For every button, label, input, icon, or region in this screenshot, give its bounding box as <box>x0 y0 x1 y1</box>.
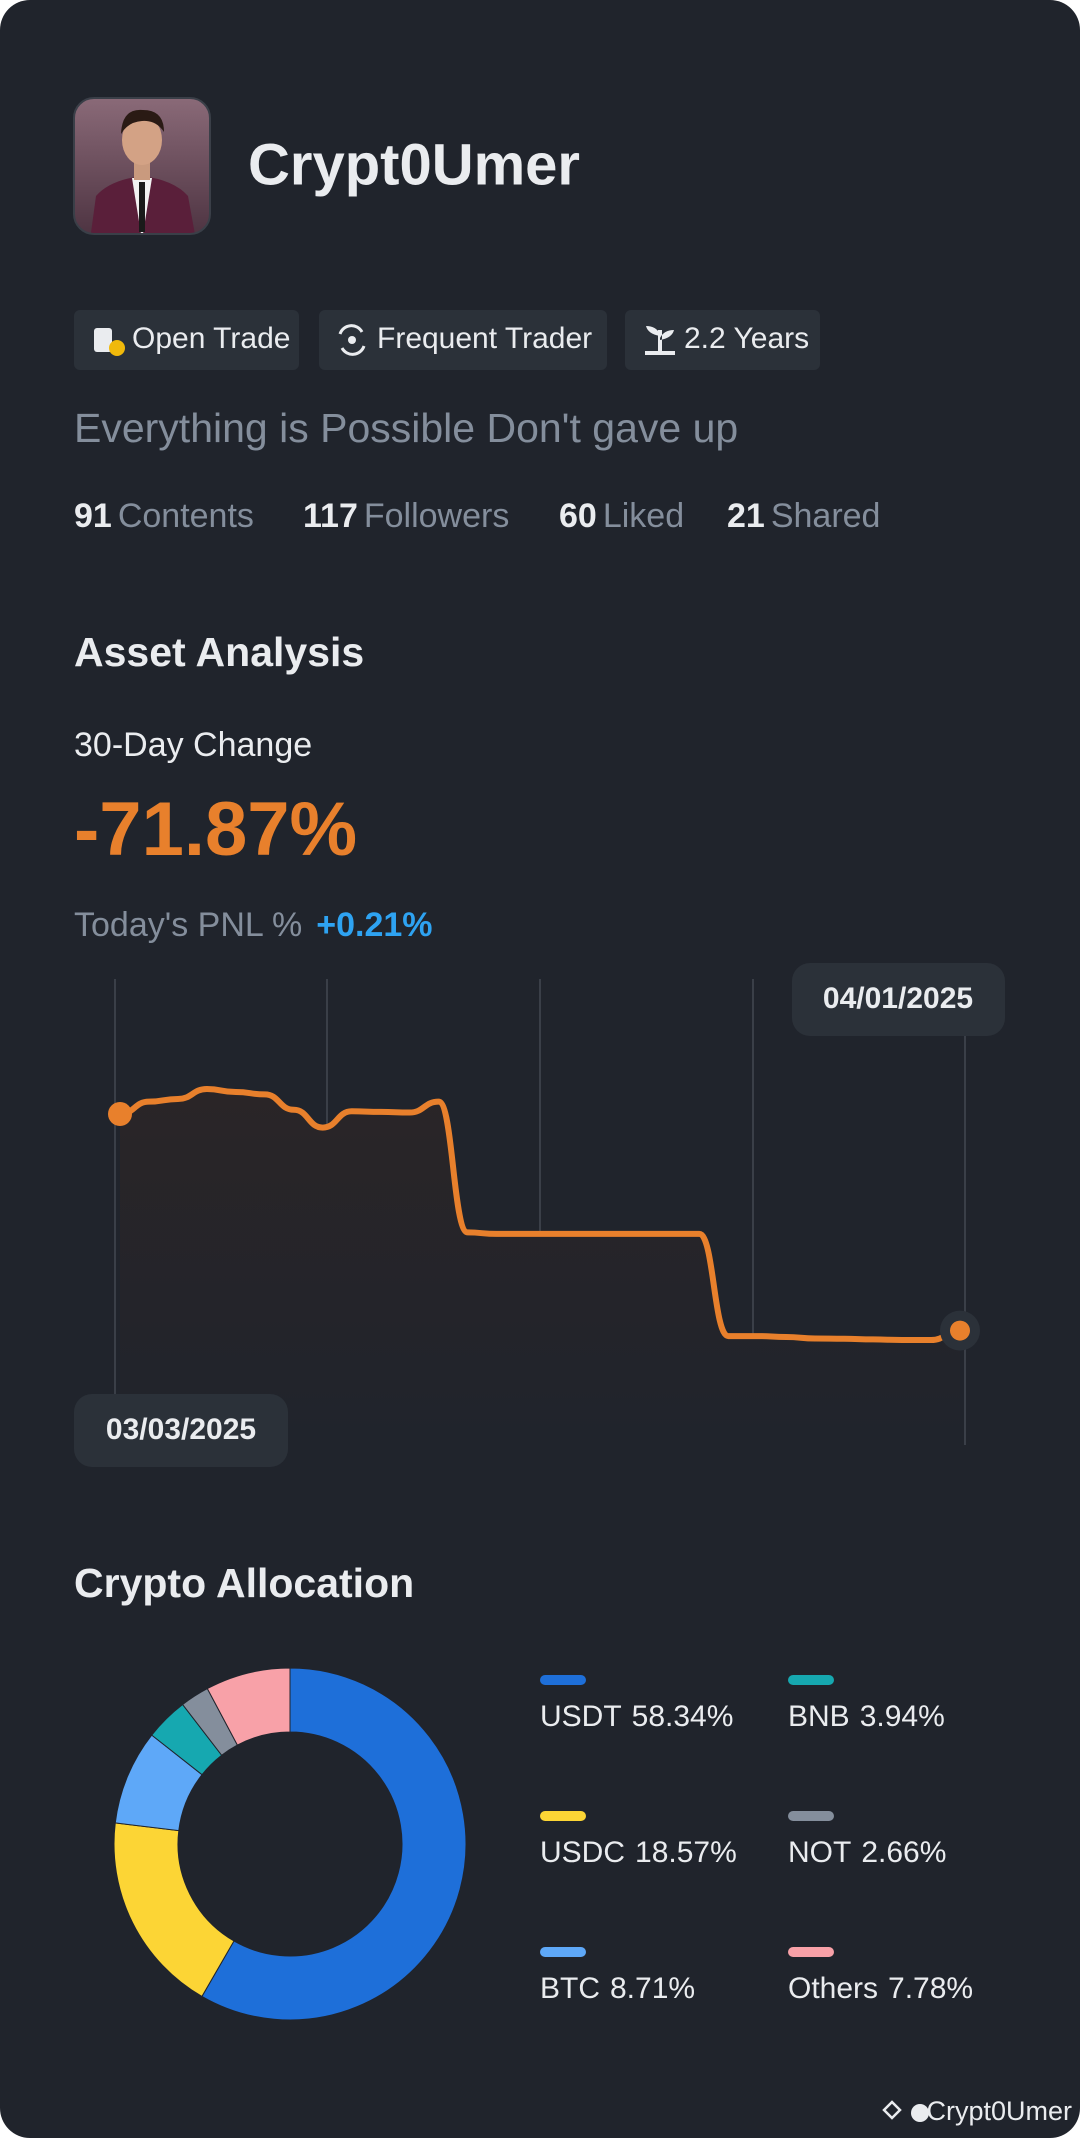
legend-entry: NOT 2.66% <box>788 1836 946 1869</box>
legend-name: NOT <box>788 1836 851 1869</box>
line-chart: 04/01/2025 03/03/2025 <box>74 963 1005 1467</box>
pnl-label: Today's PNL % <box>74 906 302 944</box>
tag-label: Open Trade <box>132 322 290 355</box>
watermark: Crypt0Umer <box>926 2096 1072 2126</box>
tag <box>319 310 607 370</box>
legend-swatch <box>788 1675 834 1685</box>
area <box>120 1089 960 1445</box>
legend-name: USDT <box>540 1700 622 1733</box>
legend-entry: BTC 8.71% <box>540 1972 695 2005</box>
donut-chart: USDT 58.34% USDC 18.57% BTC 8.71% BNB 3.94% NOT 2… <box>113 1667 973 2021</box>
avatar <box>74 98 210 234</box>
legend-value: 2.66% <box>861 1836 946 1869</box>
legend-swatch <box>540 1811 586 1821</box>
stat-label: Liked <box>603 497 684 535</box>
legend-value: 58.34% <box>632 1700 734 1733</box>
stat-label: Contents <box>118 497 254 535</box>
legend-value: 3.94% <box>860 1700 945 1733</box>
change-label: 30-Day Change <box>74 726 312 764</box>
legend-swatch <box>540 1675 586 1685</box>
end-point <box>950 1320 970 1341</box>
tag-label: 2.2 Years <box>684 322 809 355</box>
tag-icon <box>94 328 125 356</box>
start-date: 03/03/2025 <box>106 1413 256 1446</box>
legend-swatch <box>788 1947 834 1957</box>
change-value: -71.87% <box>74 787 357 872</box>
tag-icon <box>338 324 366 356</box>
end-date: 04/01/2025 <box>823 982 973 1015</box>
legend-value: 8.71% <box>610 1972 695 2005</box>
stat-label: Shared <box>771 497 881 535</box>
legend-name: USDC <box>540 1836 625 1869</box>
legend-name: BTC <box>540 1972 600 2005</box>
tag-label: Frequent Trader <box>377 322 592 355</box>
stat: 21 Shared <box>727 497 880 535</box>
section-title: Crypto Allocation <box>74 1560 414 1606</box>
stat-count: 91 <box>74 497 112 535</box>
donut-slice <box>201 1667 467 2021</box>
bio: Everything is Possible Don't gave up <box>74 405 738 451</box>
legend-swatch <box>540 1947 586 1957</box>
stat: 91 Contents <box>74 497 254 535</box>
pnl-value: +0.21% <box>316 906 432 944</box>
legend-name: BNB <box>788 1700 850 1733</box>
legend-entry: USDC 18.57% <box>540 1836 737 1869</box>
donut-slice <box>206 1667 291 1746</box>
section-title: Asset Analysis <box>74 629 364 675</box>
stat: 60 Liked <box>559 497 684 535</box>
legend-entry: BNB 3.94% <box>788 1700 945 1733</box>
stat-count: 21 <box>727 497 765 535</box>
legend-entry: Others 7.78% <box>788 1972 973 2005</box>
tag <box>74 310 299 370</box>
username: Crypt0Umer <box>248 132 580 197</box>
avatar-border <box>73 97 211 235</box>
start-point <box>108 1102 132 1127</box>
legend-swatch <box>788 1811 834 1821</box>
stat-label: Followers <box>364 497 509 535</box>
watermark-logo <box>882 2100 929 2122</box>
stat-count: 117 <box>303 497 358 535</box>
legend-entry: USDT 58.34% <box>540 1700 733 1733</box>
stat: 117 Followers <box>303 497 509 535</box>
date-tooltip <box>792 963 1005 1036</box>
pnl: Today's PNL % +0.21% <box>74 906 433 944</box>
date-tooltip <box>74 1394 288 1467</box>
legend-value: 18.57% <box>635 1836 737 1869</box>
legend-value: 7.78% <box>888 1972 973 2005</box>
tag-icon <box>645 326 675 355</box>
stats: 91 Contents 117 Followers 60 Liked 21 Shared <box>74 497 880 535</box>
stat-count: 60 <box>559 497 597 535</box>
line <box>119 1086 961 1343</box>
legend-name: Others <box>788 1972 878 2005</box>
